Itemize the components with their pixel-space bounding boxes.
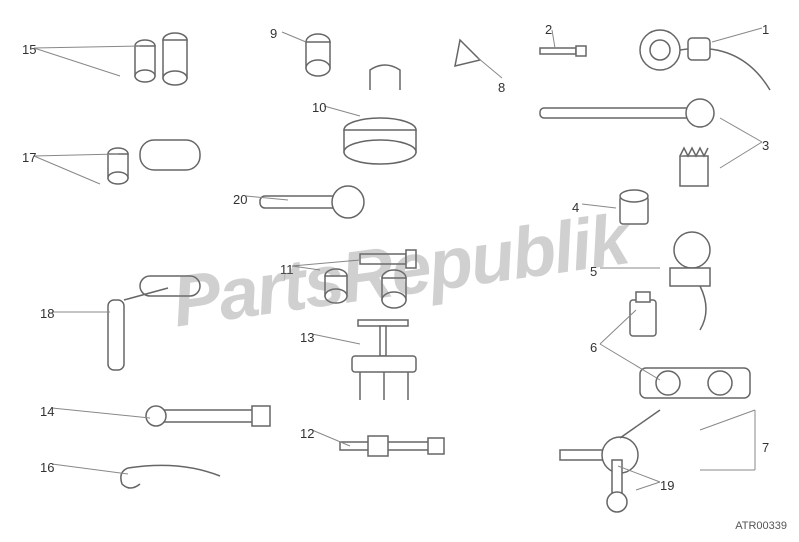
callout-label-8: 8 bbox=[498, 80, 505, 95]
callout-label-5: 5 bbox=[590, 264, 597, 279]
callout-label-6: 6 bbox=[590, 340, 597, 355]
reference-code: ATR00339 bbox=[735, 520, 787, 532]
callout-label-14: 14 bbox=[40, 404, 54, 419]
callout-label-20: 20 bbox=[233, 192, 247, 207]
leader-lines bbox=[0, 0, 799, 542]
callout-label-19: 19 bbox=[660, 478, 674, 493]
callout-label-15: 15 bbox=[22, 42, 36, 57]
callout-label-3: 3 bbox=[762, 138, 769, 153]
callout-label-16: 16 bbox=[40, 460, 54, 475]
callout-label-12: 12 bbox=[300, 426, 314, 441]
callout-label-4: 4 bbox=[572, 200, 579, 215]
callout-label-11: 11 bbox=[280, 262, 294, 277]
callout-label-7: 7 bbox=[762, 440, 769, 455]
callout-label-2: 2 bbox=[545, 22, 552, 37]
callout-label-10: 10 bbox=[312, 100, 326, 115]
callout-label-9: 9 bbox=[270, 26, 277, 41]
callout-label-1: 1 bbox=[762, 22, 769, 37]
callout-label-17: 17 bbox=[22, 150, 36, 165]
callout-label-18: 18 bbox=[40, 306, 54, 321]
callout-label-13: 13 bbox=[300, 330, 314, 345]
